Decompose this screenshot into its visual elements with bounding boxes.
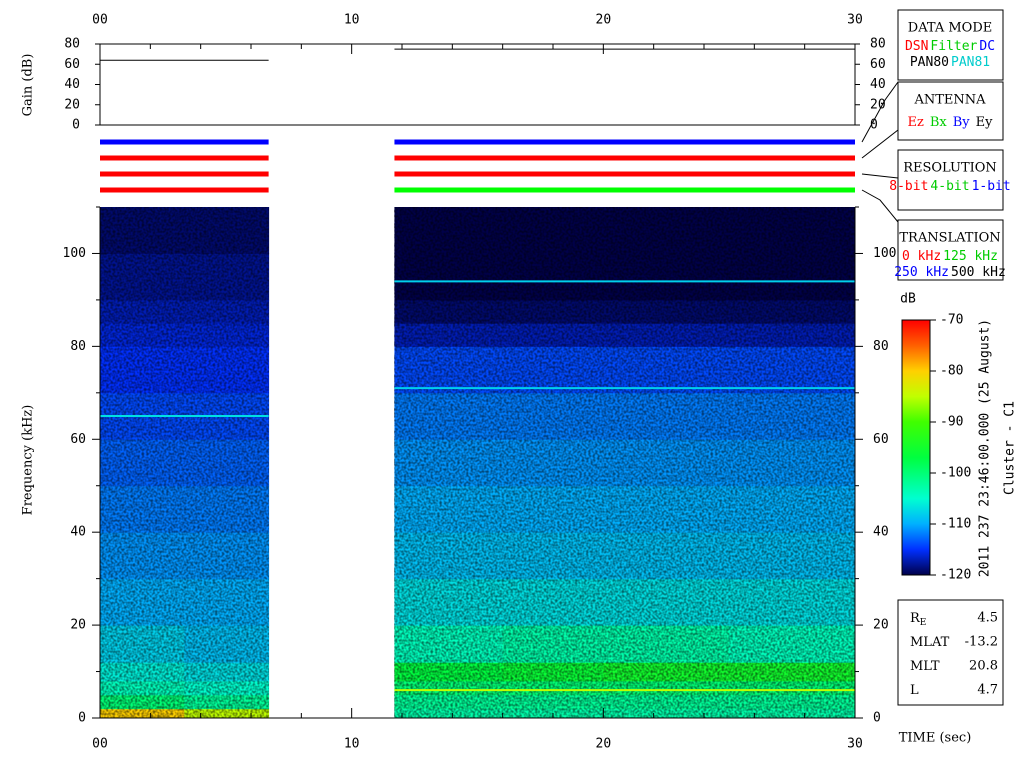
spacecraft: Cluster - C1: [1003, 401, 1018, 495]
y-tick-label-right: 100: [873, 246, 896, 261]
x-tick-label-top: 00: [92, 13, 108, 28]
legend-title: RESOLUTION: [903, 161, 997, 176]
noise-overlay: [394, 207, 855, 718]
colorbar-label: dB: [900, 292, 916, 307]
legend-line: 250 kHz 500 kHz: [894, 265, 1006, 280]
legend-line: 8-bit 4-bit 1-bit: [889, 179, 1010, 194]
legend-item: By: [953, 115, 971, 130]
connector: [861, 81, 899, 143]
legend-title: DATA MODE: [908, 21, 992, 36]
legend-line: 0 kHz 125 kHz: [902, 249, 998, 264]
legend-item: PAN81: [951, 55, 990, 70]
legend-item: 8-bit: [889, 179, 928, 194]
y-tick-label: 0: [78, 711, 86, 726]
gain-tick-label-right: 20: [870, 97, 886, 112]
x-tick-label: 20: [596, 737, 612, 752]
info-value: 4.5: [977, 611, 998, 626]
gain-tick-label: 20: [64, 97, 80, 112]
y-tick-label: 40: [70, 525, 86, 540]
colorbar-tick-label: -90: [940, 415, 963, 430]
y-tick-label: 20: [70, 618, 86, 633]
info-value: -13.2: [965, 635, 998, 650]
info-value: 20.8: [969, 659, 998, 674]
legend-item: 250 kHz: [894, 265, 949, 280]
gain-tick-label: 60: [64, 57, 80, 72]
y-tick-label-right: 40: [873, 525, 889, 540]
info-value: 4.7: [977, 683, 998, 698]
info-label: L: [910, 683, 919, 698]
x-tick-label: 00: [92, 737, 108, 752]
legend-item: Filter: [930, 39, 977, 54]
legend-line: Ez Bx By Ey: [908, 115, 994, 130]
legend-item: 0 kHz: [902, 249, 941, 264]
y-tick-label: 60: [70, 432, 86, 447]
colorbar-tick-label: -70: [940, 313, 963, 328]
connector: [861, 189, 899, 223]
legend-title: ANTENNA: [913, 93, 986, 108]
legend-line: PAN80 PAN81: [910, 55, 990, 70]
noise-overlay: [100, 207, 269, 718]
legend-item: 500 kHz: [951, 265, 1006, 280]
gain-tick-label: 40: [64, 77, 80, 92]
legend-box: [897, 81, 1004, 141]
info-label-text: MLT: [910, 659, 940, 674]
colorbar-tick-label: -80: [940, 364, 963, 379]
y-tick-label: 80: [70, 339, 86, 354]
y-tick-label-right: 80: [873, 339, 889, 354]
legend-item: Bx: [930, 115, 948, 130]
legend-item: DC: [979, 39, 995, 54]
legend-box: [897, 9, 1004, 81]
connector: [861, 129, 899, 159]
gain-tick-label-right: 60: [870, 57, 886, 72]
colorbar: [901, 319, 931, 576]
info-label: RE: [910, 611, 926, 628]
colorbar-tick-label: -110: [940, 517, 971, 532]
texture: [100, 207, 855, 718]
gain-tick-label: 0: [72, 118, 80, 133]
y-tick-label-right: 60: [873, 432, 889, 447]
legend-item: DSN: [905, 39, 928, 54]
x-tick-label-top: 30: [847, 13, 863, 28]
x-tick-label-top: 20: [596, 13, 612, 28]
info-label-text: MLAT: [910, 635, 950, 650]
legend-line: DSN Filter DC: [905, 39, 995, 54]
legend-item: PAN80: [910, 55, 949, 70]
y-tick-label-right: 20: [873, 618, 889, 633]
info-box: [897, 599, 1004, 706]
info-label-text: R: [910, 611, 921, 626]
info-label: MLAT: [910, 635, 950, 650]
x-tick-label: 30: [847, 737, 863, 752]
colorbar-tick-label: -100: [940, 466, 971, 481]
gain-tick-label: 80: [64, 37, 80, 52]
time-stamp: 2011 237 23:46:00.000 (25 August): [978, 319, 993, 577]
x-tick-label-top: 10: [344, 13, 360, 28]
x-axis-label: TIME (sec): [899, 731, 972, 746]
info-label-text: L: [910, 683, 919, 698]
legend-item: Ey: [976, 115, 993, 130]
y-axis-label: Frequency (kHz): [21, 405, 36, 516]
info-label-sub: E: [920, 618, 927, 628]
legend-item: Ez: [908, 115, 924, 130]
gain-tick-label-right: 0: [870, 118, 878, 133]
connector: [861, 173, 899, 179]
info-label: MLT: [910, 659, 940, 674]
legend-item: 4-bit: [930, 179, 969, 194]
gain-axis-label: Gain (dB): [21, 54, 36, 117]
y-tick-label: 100: [63, 246, 86, 261]
legend-box: [897, 149, 1004, 211]
connectors: [861, 81, 899, 223]
gain-tick-label-right: 80: [870, 37, 886, 52]
legend-item: 125 kHz: [943, 249, 998, 264]
colorbar-tick-label: -120: [940, 568, 971, 583]
legend-item: 1-bit: [972, 179, 1011, 194]
x-tick-label: 10: [344, 737, 360, 752]
legend-title: TRANSLATION: [899, 231, 1000, 246]
gain-tick-label-right: 40: [870, 77, 886, 92]
y-tick-label-right: 0: [873, 711, 881, 726]
legend-box: [897, 219, 1004, 281]
